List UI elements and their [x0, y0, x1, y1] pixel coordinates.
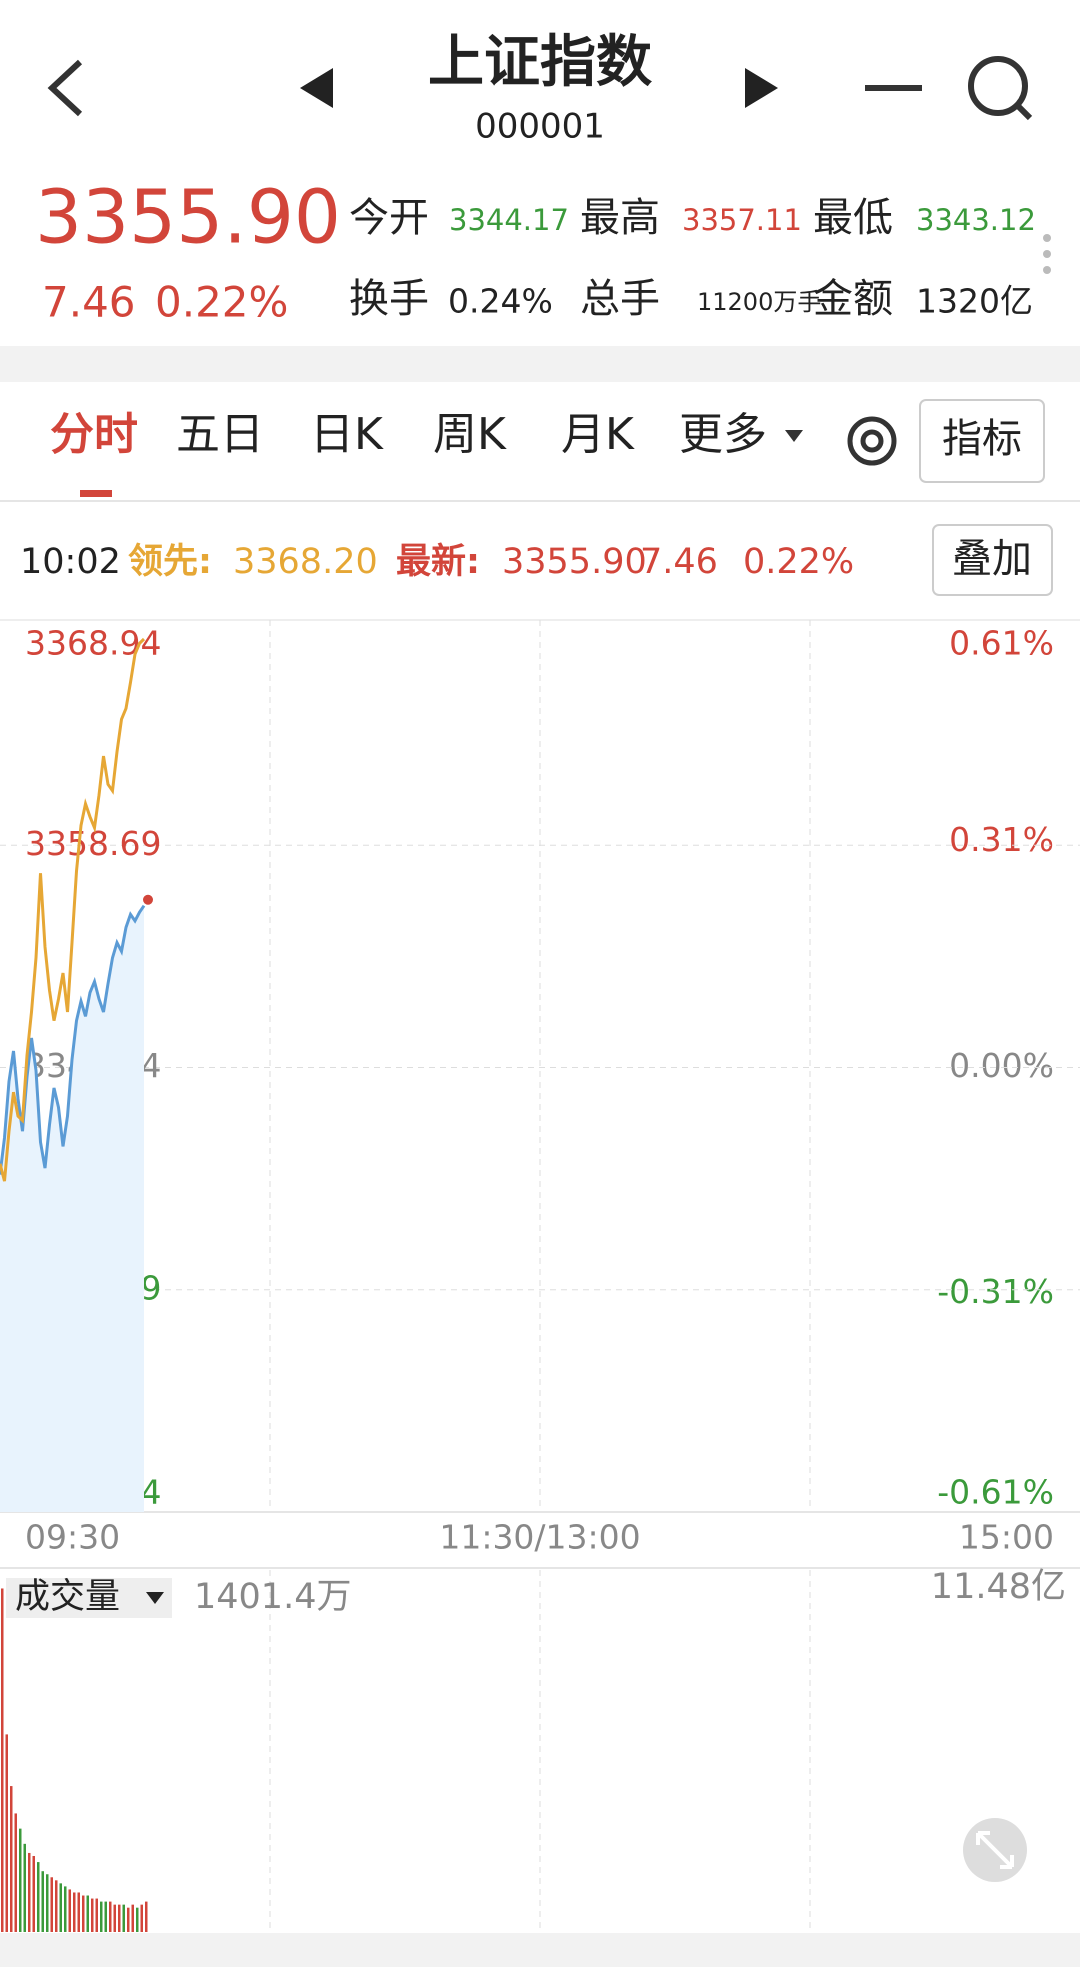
separator	[0, 346, 1080, 382]
stat-label: 总手	[580, 276, 660, 322]
volume-tag[interactable]	[6, 1578, 172, 1618]
stat-value: 11200万手	[697, 288, 821, 316]
last-point	[143, 894, 153, 905]
dropdown-arrow	[146, 1592, 164, 1604]
stat-value: 0.24%	[448, 282, 553, 321]
volume-bar	[136, 1907, 139, 1932]
y2-tick-label: 0.00%	[949, 1046, 1054, 1085]
volume-bar	[46, 1874, 49, 1932]
volume-bar	[19, 1828, 22, 1932]
stat-value: 3357.11	[682, 203, 802, 237]
price-chart: -0.61%-0.31%0.00%0.31%0.61%3327.943338.1…	[0, 620, 1080, 1569]
stat-label: 金额	[813, 276, 893, 322]
overlay-button[interactable]	[932, 524, 1053, 596]
stat-value: 3343.12	[916, 203, 1036, 237]
volume-bar	[113, 1904, 116, 1932]
lead-value: 3368.20	[233, 542, 378, 582]
tab[interactable]: 五日	[176, 409, 264, 460]
info-time: 10:02	[20, 542, 121, 582]
volume-bar	[23, 1843, 26, 1932]
y2-tick-label: -0.61%	[937, 1473, 1054, 1512]
more-dots[interactable]	[1043, 234, 1051, 274]
area	[0, 905, 144, 1512]
next-button[interactable]	[745, 68, 778, 108]
stat-value: 1320亿	[916, 282, 1033, 321]
volume-bar	[50, 1877, 53, 1932]
x-tick-label: 15:00	[959, 1518, 1054, 1557]
volume-bar	[145, 1901, 148, 1932]
tab[interactable]: 日K	[310, 409, 384, 460]
volume-bar	[32, 1855, 35, 1932]
tab-underline	[80, 490, 112, 497]
stat-value: 3344.17	[449, 203, 569, 237]
volume-bar	[1, 1588, 4, 1932]
x-tick-label: 09:30	[25, 1518, 120, 1557]
latest-label: 最新:	[396, 542, 480, 582]
y2-tick-label: 0.31%	[949, 820, 1054, 859]
expand-button[interactable]	[963, 1818, 1027, 1882]
volume-bar	[10, 1786, 13, 1932]
tab[interactable]: 月K	[561, 409, 635, 460]
volume-bar	[59, 1883, 62, 1932]
stat-label: 今开	[349, 195, 429, 241]
volume-bar	[122, 1904, 125, 1932]
volume-bar	[131, 1904, 134, 1932]
volume-bar	[140, 1904, 143, 1932]
volume-bar	[55, 1880, 58, 1932]
stat-label: 最高	[580, 195, 660, 241]
search-button[interactable]	[968, 56, 1033, 121]
volume-bar	[82, 1895, 85, 1932]
latest-change: 7.46	[640, 542, 718, 582]
change-pct: 0.22%	[155, 278, 288, 327]
volume-bar	[95, 1898, 98, 1932]
indicator-button[interactable]	[919, 399, 1045, 483]
volume-bar	[28, 1852, 31, 1932]
latest-pct: 0.22%	[743, 542, 854, 582]
volume-bar	[68, 1889, 71, 1932]
volume-bar	[64, 1886, 67, 1932]
stat-label: 最低	[813, 195, 893, 241]
change: 7.46	[42, 278, 136, 327]
indicator-label: 指标	[942, 416, 1022, 462]
line	[0, 637, 146, 1182]
title: 上证指数	[428, 30, 652, 95]
volume-title: 成交量	[15, 1577, 120, 1617]
y-tick-label: 11.48亿	[931, 1567, 1066, 1607]
volume-bar	[91, 1898, 94, 1932]
overlay-label: 叠加	[952, 536, 1032, 582]
tab[interactable]: 更多	[679, 409, 767, 460]
volume-bar	[86, 1895, 89, 1932]
y-tick-label: 3358.69	[25, 824, 161, 863]
volume-current: 1401.4万	[194, 1577, 351, 1617]
stat-label: 换手	[349, 276, 429, 322]
y2-tick-label: -0.31%	[937, 1272, 1054, 1311]
volume-bar	[41, 1871, 44, 1932]
volume-bar	[109, 1901, 112, 1932]
code: 000001	[475, 107, 605, 147]
latest-value: 3355.90	[502, 542, 647, 582]
x-tick-label: 11:30/13:00	[439, 1518, 640, 1557]
volume-bar	[77, 1892, 80, 1932]
volume-bar	[5, 1734, 8, 1932]
lead-label: 领先:	[128, 542, 212, 582]
tab[interactable]: 周K	[433, 409, 507, 460]
volume-bar	[104, 1901, 107, 1932]
volume-bar	[100, 1901, 103, 1932]
volume-bar	[37, 1862, 40, 1932]
back-button[interactable]	[47, 59, 83, 117]
settings-button[interactable]	[847, 416, 897, 466]
price: 3355.90	[35, 175, 341, 261]
tab[interactable]: 分时	[50, 409, 138, 460]
prev-button[interactable]	[300, 68, 333, 108]
volume-bar	[127, 1907, 130, 1932]
bottom-bar	[0, 1933, 1080, 1967]
volume-bar	[14, 1813, 17, 1932]
volume-bar	[73, 1892, 76, 1932]
dropdown-arrow	[785, 430, 803, 442]
volume-chart: 11.48亿	[1, 1567, 1066, 1932]
y2-tick-label: 0.61%	[949, 624, 1054, 663]
volume-bar	[118, 1904, 121, 1932]
